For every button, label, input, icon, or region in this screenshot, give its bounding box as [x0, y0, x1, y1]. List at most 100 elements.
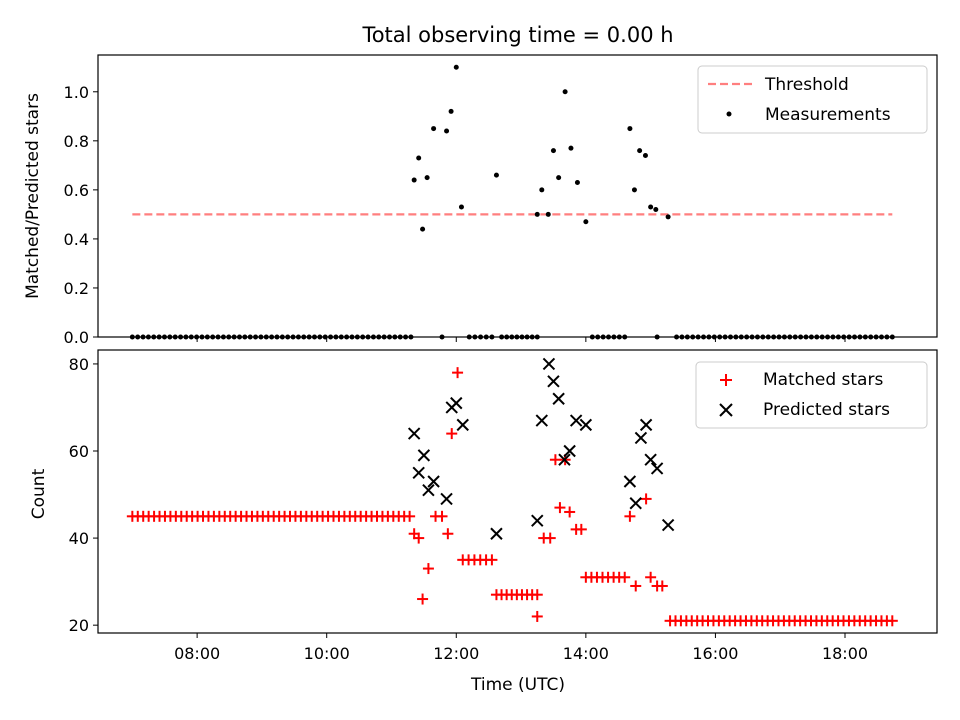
axes-frame — [97, 349, 938, 634]
ratio-legend: Threshold Measurements — [697, 65, 928, 134]
measurement-point — [424, 175, 430, 181]
measurement-point — [653, 206, 659, 212]
measurement-point — [556, 175, 562, 181]
predicted-point — [535, 414, 549, 427]
measurement-point — [627, 126, 633, 132]
legend-measurements-swatch — [726, 111, 732, 117]
predicted-point — [639, 418, 653, 432]
predicted-point — [629, 497, 642, 510]
predicted-point — [634, 431, 648, 445]
matched-point — [554, 502, 566, 514]
predicted-point-b — [558, 453, 571, 466]
predicted-point — [417, 449, 431, 462]
measurement-point — [411, 177, 417, 183]
y-tick-label: 0.6 — [64, 181, 89, 200]
predicted-point-b — [639, 418, 653, 432]
count-marks — [126, 357, 898, 627]
measurement-point — [550, 148, 556, 154]
predicted-point-b — [427, 475, 440, 488]
predicted-point-b — [407, 427, 421, 440]
predicted-point-b — [563, 444, 576, 458]
matched-point — [422, 563, 434, 575]
predicted-point — [427, 475, 440, 488]
x-tick-label: 16:00 — [692, 644, 738, 663]
y-tick-label: 80 — [69, 355, 89, 374]
matched-point — [619, 571, 631, 583]
predicted-point-b — [650, 462, 664, 475]
legend-matched-swatch — [720, 374, 732, 386]
legend-threshold-label: Threshold — [764, 75, 849, 95]
matched-point — [531, 610, 543, 622]
measurement-point — [568, 145, 574, 151]
measurement-point — [453, 64, 459, 70]
predicted-point-b — [412, 466, 425, 479]
predicted-point — [650, 462, 664, 475]
predicted-point-b — [490, 527, 503, 540]
measurement-point — [431, 126, 437, 132]
predicted-point-b — [569, 414, 583, 427]
predicted-point-b — [547, 375, 560, 388]
predicted-point-b — [579, 418, 593, 432]
matched-point — [624, 510, 636, 522]
chart-title: Total observing time = 0.00 h — [361, 23, 673, 47]
predicted-point-b — [634, 431, 648, 445]
predicted-point — [456, 418, 469, 432]
matched-point — [417, 593, 429, 605]
predicted-point-b — [661, 518, 675, 532]
predicted-point-b — [623, 475, 637, 488]
ratio-axes: 0.0 0.2 0.4 0.6 0.8 1.0 — [64, 54, 938, 347]
measurement-point — [545, 211, 551, 217]
predicted-point — [563, 444, 576, 458]
matched-point — [442, 528, 454, 540]
predicted-point-b — [552, 392, 565, 405]
matched-point — [452, 367, 464, 379]
x-tick-label: 08:00 — [174, 644, 220, 663]
predicted-point — [412, 466, 425, 479]
x-tick-label: 18:00 — [822, 644, 868, 663]
predicted-point — [450, 396, 463, 410]
measurement-point — [493, 172, 499, 178]
measurement-point — [637, 148, 643, 154]
count-legend: Matched stars Predicted stars — [695, 361, 928, 429]
measurement-point — [534, 211, 540, 217]
y-tick-label: 1.0 — [64, 83, 89, 102]
predicted-point — [558, 453, 571, 466]
y-tick-label: 40 — [69, 529, 89, 548]
measurement-point — [444, 128, 450, 134]
legend-matched-label: Matched stars — [763, 370, 883, 390]
ratio-panel: 0.0 0.2 0.4 0.6 0.8 1.0 Matched/Predicted sta… — [23, 54, 938, 347]
legend-frame — [695, 361, 928, 429]
legend-predicted-label: Predicted stars — [763, 400, 890, 420]
predicted-point-b — [531, 514, 544, 527]
predicted-point — [440, 492, 453, 506]
matched-point — [564, 506, 576, 518]
predicted-point — [623, 475, 637, 488]
matched-point — [640, 493, 652, 505]
matched-point — [549, 454, 561, 466]
measurement-point — [574, 180, 580, 186]
predicted-point — [490, 527, 503, 540]
predicted-point-b — [542, 357, 556, 371]
predicted-point-b — [440, 492, 453, 506]
measurement-point — [448, 108, 454, 114]
measurement-point — [631, 187, 637, 193]
count-y-axis-label: Count — [29, 468, 49, 519]
matched-point — [436, 510, 448, 522]
y-tick-label: 0.2 — [64, 279, 89, 298]
predicted-point — [542, 357, 556, 371]
predicted-point-b — [629, 497, 642, 510]
predicted-point — [569, 414, 583, 427]
measurement-point — [648, 204, 654, 210]
y-tick-label: 0.0 — [64, 328, 89, 347]
predicted-point-b — [450, 396, 463, 410]
measurement-point — [642, 153, 648, 159]
count-panel: 08:00 10:00 12:00 14:00 16:00 18:00 20 40 60 80 C… — [29, 349, 938, 695]
predicted-point-b — [535, 414, 549, 427]
predicted-point — [644, 453, 657, 466]
predicted-point-b — [644, 453, 657, 466]
x-axis-label: Time (UTC) — [470, 675, 565, 695]
measurement-point — [583, 219, 589, 225]
predicted-point — [552, 392, 565, 405]
measurement-point — [416, 155, 422, 161]
